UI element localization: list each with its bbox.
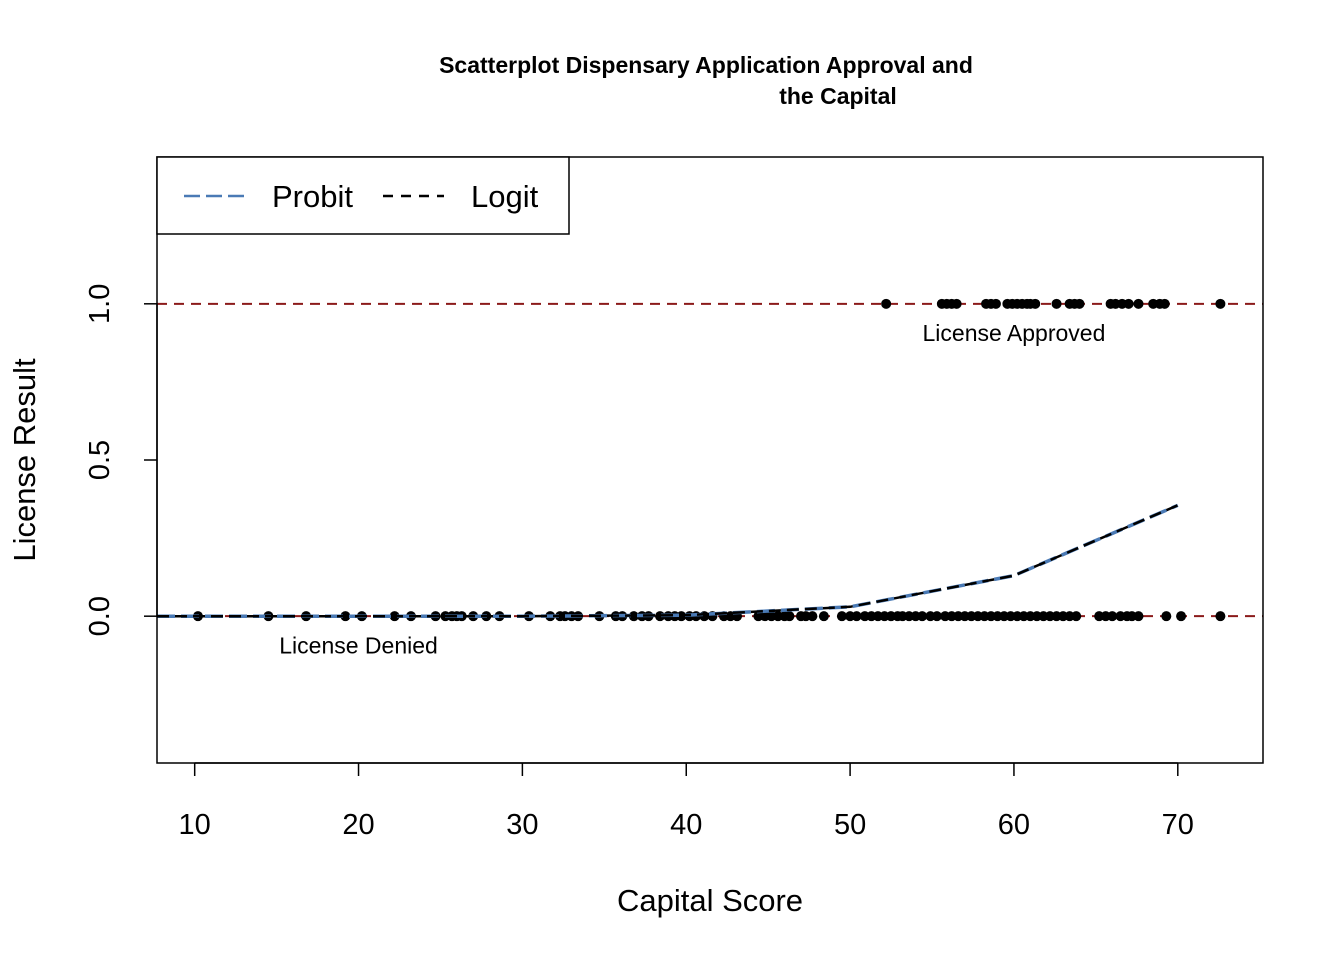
y-axis: 0.0 0.5 1.0 xyxy=(84,284,158,636)
data-point xyxy=(990,298,1001,309)
chart-title-line-2: the Capital xyxy=(779,83,897,109)
legend: Probit Logit xyxy=(156,156,570,235)
data-point xyxy=(836,611,847,622)
data-point xyxy=(1159,298,1170,309)
data-point xyxy=(1176,611,1187,622)
data-point xyxy=(1107,611,1118,622)
data-point xyxy=(1123,298,1134,309)
data-point xyxy=(1161,611,1172,622)
data-point xyxy=(851,611,862,622)
y-tick-label: 0.0 xyxy=(84,596,116,636)
y-tick-label: 0.5 xyxy=(84,440,116,480)
data-point xyxy=(1051,298,1062,309)
curve-logit xyxy=(157,504,1179,618)
data-point xyxy=(1133,298,1144,309)
data-point xyxy=(1030,298,1041,309)
legend-probit-label: Probit xyxy=(272,179,353,214)
plot-frame xyxy=(156,156,1264,764)
x-tick-label: 40 xyxy=(670,809,702,841)
data-point xyxy=(1074,298,1085,309)
data-point xyxy=(881,298,892,309)
annotation-label: License Approved xyxy=(923,320,1106,346)
x-tick-label: 20 xyxy=(342,809,374,841)
data-point xyxy=(1133,611,1144,622)
plot-area xyxy=(157,298,1263,622)
chart-title-line-1: Scatterplot Dispensary Application Appro… xyxy=(439,52,973,78)
x-tick-label: 30 xyxy=(506,809,538,841)
data-point xyxy=(818,611,829,622)
data-point xyxy=(1215,611,1226,622)
x-axis-label: Capital Score xyxy=(617,883,803,918)
legend-logit-label: Logit xyxy=(471,179,539,214)
x-tick-label: 50 xyxy=(834,809,866,841)
data-point xyxy=(951,298,962,309)
y-tick-label: 1.0 xyxy=(84,284,116,324)
data-point xyxy=(917,611,928,622)
data-point xyxy=(784,611,795,622)
y-axis-label: License Result xyxy=(7,358,42,562)
x-axis: 10 20 30 40 50 60 70 xyxy=(179,762,1194,841)
curve-probit xyxy=(157,503,1179,618)
data-point xyxy=(1215,298,1226,309)
x-tick-label: 60 xyxy=(998,809,1030,841)
x-tick-label: 10 xyxy=(179,809,211,841)
annotations: License Approved License Denied xyxy=(279,320,1105,658)
data-point xyxy=(931,611,942,622)
legend-box xyxy=(156,156,570,235)
data-point xyxy=(807,611,818,622)
data-point xyxy=(1071,611,1082,622)
annotation-label: License Denied xyxy=(279,633,438,659)
x-tick-label: 70 xyxy=(1162,809,1194,841)
